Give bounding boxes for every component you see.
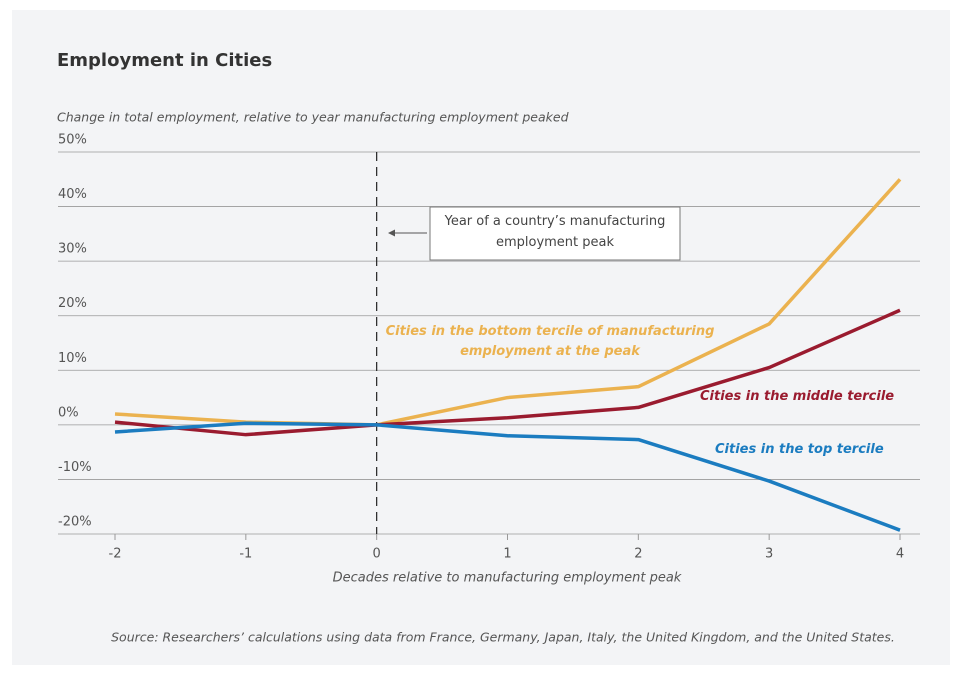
x-tick-label: -1 [239,547,252,562]
x-tick-label: 0 [373,547,381,562]
x-tick-label: 3 [765,547,773,562]
x-tick-label: 4 [896,547,904,562]
x-tick-label: -2 [109,547,122,562]
panel [12,10,950,665]
series-label: Cities in the bottom tercile of manufact… [385,324,715,359]
x-axis-label: Decades relative to manufacturing employ… [333,571,682,586]
series-label: Cities in the top tercile [715,442,884,457]
y-tick-label: -20% [58,515,92,530]
source: Source: Researchers’ calculations using … [111,630,895,645]
annotation: Year of a country’s manufacturing employ… [444,214,666,250]
y-axis-label: Change in total employment, relative to … [57,110,569,125]
y-tick-label: -10% [58,460,92,475]
x-tick-label: 1 [503,547,511,562]
y-tick-label: 50% [58,133,87,148]
series-label-box: Cities in the bottom tercile of manufact… [385,324,715,359]
annotation-box: Year of a country’s manufacturing employ… [444,214,666,250]
series-line [114,308,901,437]
y-tick-label: 0% [58,405,79,420]
arrow-head [388,229,395,237]
series-label-box: Cities in the top tercile [715,442,884,457]
y-tick-label: 10% [58,351,87,366]
series-line [114,421,901,532]
chart-title: Employment in Cities [57,50,272,71]
series-label-box: Cities in the middle tercile [700,389,895,404]
x-tick-label: 2 [634,547,642,562]
series-label: Cities in the middle tercile [700,389,895,404]
y-tick-label: 20% [58,296,87,311]
y-tick-label: 40% [58,187,87,202]
annotation-box [429,206,681,261]
y-tick-label: 30% [58,242,87,257]
